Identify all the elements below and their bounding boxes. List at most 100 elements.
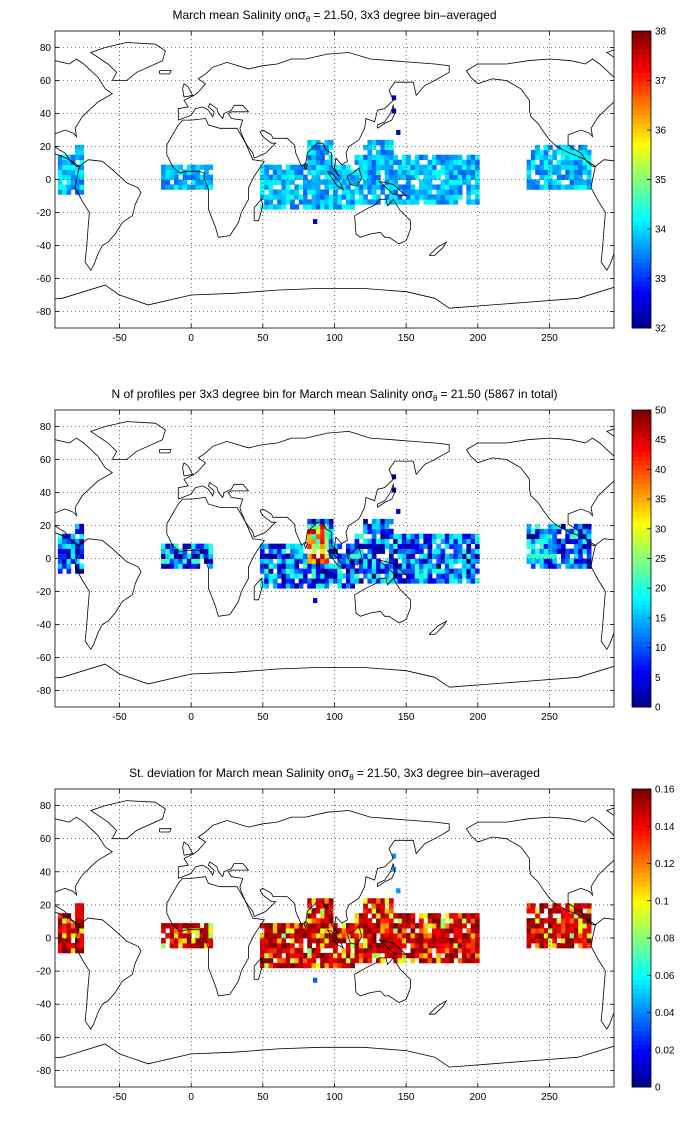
colorbar-tick-label: 45 <box>655 435 667 446</box>
data-cell <box>371 553 377 559</box>
data-cell <box>539 169 545 175</box>
data-cell <box>328 962 334 969</box>
data-cell <box>367 538 373 545</box>
colorbar-step <box>632 272 651 278</box>
data-cell <box>358 558 364 564</box>
data-cell <box>290 189 295 195</box>
coastline <box>378 559 408 576</box>
data-cell <box>578 159 583 166</box>
data-cell <box>388 154 394 161</box>
data-cell <box>345 543 351 549</box>
data-cell <box>195 543 201 549</box>
data-cell <box>79 913 85 919</box>
colorbar-tick-label: 0.04 <box>655 1008 675 1019</box>
colorbar-step <box>632 207 651 213</box>
data-cell <box>388 933 394 939</box>
data-cell <box>431 568 437 574</box>
data-cell <box>294 553 300 559</box>
colorbar-step <box>632 886 651 892</box>
data-cell <box>337 583 343 589</box>
data-cell <box>302 957 308 964</box>
data-cell <box>268 962 274 969</box>
data-cell <box>298 169 304 175</box>
data-cell <box>195 179 201 185</box>
data-cell <box>345 194 351 200</box>
data-cell <box>328 159 334 166</box>
colorbar-step <box>632 544 651 550</box>
data-cell <box>384 947 390 954</box>
data-cell <box>548 913 553 919</box>
data-cell <box>315 962 321 969</box>
data-cell <box>272 543 278 549</box>
data-cell <box>268 184 274 190</box>
data-cell <box>466 189 472 195</box>
data-cell <box>440 928 446 934</box>
data-cell <box>376 548 381 554</box>
data-cell <box>333 164 338 170</box>
data-cell <box>449 533 454 540</box>
data-cell <box>272 952 278 959</box>
colorbar-step <box>632 54 651 60</box>
data-cell <box>298 962 304 969</box>
data-cell <box>62 918 67 924</box>
data-cell <box>556 563 562 569</box>
data-cell <box>268 938 274 944</box>
data-cell <box>397 938 403 944</box>
data-cell <box>539 174 545 180</box>
colorbar-tick-label: 15 <box>655 613 667 624</box>
colorbar-step <box>632 984 651 990</box>
data-cell <box>371 523 377 530</box>
data-cell <box>406 179 411 185</box>
data-cell <box>311 573 317 579</box>
data-cell <box>560 144 566 151</box>
data-cell <box>449 957 454 964</box>
data-cell <box>285 568 291 574</box>
data-cell <box>268 204 274 210</box>
data-cell <box>57 189 63 195</box>
data-cell <box>264 558 269 564</box>
data-cell <box>290 578 295 584</box>
data-cell <box>320 573 325 579</box>
colorbar-step <box>632 539 651 546</box>
data-cell <box>268 563 274 569</box>
data-cell <box>539 164 545 170</box>
data-cell <box>182 928 188 934</box>
data-cell <box>393 923 398 929</box>
data-cell <box>345 174 351 180</box>
data-cell <box>419 563 424 569</box>
data-cell <box>453 938 459 944</box>
data-cell <box>324 189 330 195</box>
data-cell <box>315 938 321 944</box>
data-cell <box>367 563 373 569</box>
data-cell <box>277 543 282 549</box>
data-cell <box>419 933 424 939</box>
data-cell <box>419 568 424 574</box>
data-cell <box>474 189 480 195</box>
data-cell <box>548 928 553 934</box>
y-tick-label: -80 <box>37 686 52 697</box>
coastline <box>377 103 396 129</box>
data-cell <box>573 174 579 180</box>
data-cell <box>397 548 403 554</box>
data-cell <box>66 184 72 190</box>
data-cell <box>457 154 463 161</box>
data-cell <box>259 189 265 195</box>
data-cell <box>419 578 424 584</box>
data-cell <box>560 523 566 530</box>
colorbar-step <box>632 95 651 102</box>
data-cell <box>277 548 282 554</box>
colorbar-step <box>632 683 651 689</box>
data-cell <box>384 928 390 934</box>
data-cell <box>393 938 398 944</box>
data-cell <box>311 139 317 146</box>
data-cell <box>204 553 209 559</box>
data-cell <box>466 918 472 924</box>
data-cell <box>298 952 304 959</box>
data-cell <box>548 528 553 535</box>
data-cell <box>569 938 575 944</box>
data-cell <box>410 533 416 540</box>
data-cell <box>376 523 381 530</box>
data-cell <box>397 942 403 949</box>
data-cell <box>79 928 85 934</box>
data-cell <box>367 568 373 574</box>
